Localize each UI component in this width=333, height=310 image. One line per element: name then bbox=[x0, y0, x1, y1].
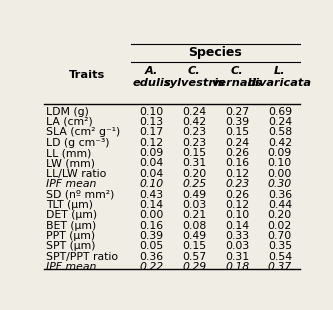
Text: 0.42: 0.42 bbox=[182, 117, 206, 127]
Text: 0.42: 0.42 bbox=[268, 138, 292, 148]
Text: SPT/PPT ratio: SPT/PPT ratio bbox=[46, 252, 119, 262]
Text: 0.17: 0.17 bbox=[140, 127, 164, 137]
Text: 0.23: 0.23 bbox=[225, 179, 249, 189]
Text: SPT (μm): SPT (μm) bbox=[46, 241, 96, 251]
Text: 0.69: 0.69 bbox=[268, 107, 292, 117]
Text: 0.39: 0.39 bbox=[140, 231, 164, 241]
Text: 0.49: 0.49 bbox=[182, 231, 206, 241]
Text: LD (g cm⁻³): LD (g cm⁻³) bbox=[46, 138, 110, 148]
Text: BET (μm): BET (μm) bbox=[46, 221, 97, 231]
Text: LDM (g): LDM (g) bbox=[46, 107, 89, 117]
Text: 0.54: 0.54 bbox=[268, 252, 292, 262]
Text: SLA (cm² g⁻¹): SLA (cm² g⁻¹) bbox=[46, 127, 121, 137]
Text: 0.35: 0.35 bbox=[268, 241, 292, 251]
Text: 0.36: 0.36 bbox=[140, 252, 164, 262]
Text: 0.26: 0.26 bbox=[225, 148, 249, 158]
Text: 0.05: 0.05 bbox=[140, 241, 164, 251]
Text: 0.04: 0.04 bbox=[140, 158, 164, 168]
Text: 0.25: 0.25 bbox=[182, 179, 206, 189]
Text: 0.31: 0.31 bbox=[182, 158, 206, 168]
Text: 0.20: 0.20 bbox=[268, 210, 292, 220]
Text: TLT (μm): TLT (μm) bbox=[46, 200, 93, 210]
Text: LW (mm): LW (mm) bbox=[46, 158, 95, 168]
Text: PPT (μm): PPT (μm) bbox=[46, 231, 95, 241]
Text: A.
edulis: A. edulis bbox=[133, 66, 171, 88]
Text: 0.08: 0.08 bbox=[182, 221, 206, 231]
Text: 0.58: 0.58 bbox=[268, 127, 292, 137]
Text: L.
divaricata: L. divaricata bbox=[248, 66, 312, 88]
Text: 0.27: 0.27 bbox=[225, 107, 249, 117]
Text: 0.24: 0.24 bbox=[225, 138, 249, 148]
Text: 0.30: 0.30 bbox=[268, 179, 292, 189]
Text: 0.18: 0.18 bbox=[225, 262, 249, 272]
Text: 0.26: 0.26 bbox=[225, 189, 249, 200]
Text: 0.03: 0.03 bbox=[182, 200, 206, 210]
Text: 0.21: 0.21 bbox=[182, 210, 206, 220]
Text: LL/LW ratio: LL/LW ratio bbox=[46, 169, 107, 179]
Text: 0.00: 0.00 bbox=[140, 210, 164, 220]
Text: 0.09: 0.09 bbox=[268, 148, 292, 158]
Text: 0.10: 0.10 bbox=[140, 179, 164, 189]
Text: 0.03: 0.03 bbox=[225, 241, 249, 251]
Text: 0.14: 0.14 bbox=[225, 221, 249, 231]
Text: 0.31: 0.31 bbox=[225, 252, 249, 262]
Text: 0.57: 0.57 bbox=[182, 252, 206, 262]
Text: 0.24: 0.24 bbox=[182, 107, 206, 117]
Text: 0.12: 0.12 bbox=[140, 138, 164, 148]
Text: 0.23: 0.23 bbox=[182, 127, 206, 137]
Text: LA (cm²): LA (cm²) bbox=[46, 117, 93, 127]
Text: 0.10: 0.10 bbox=[225, 210, 249, 220]
Text: 0.24: 0.24 bbox=[268, 117, 292, 127]
Text: LL (mm): LL (mm) bbox=[46, 148, 92, 158]
Text: 0.39: 0.39 bbox=[225, 117, 249, 127]
Text: 0.10: 0.10 bbox=[140, 107, 164, 117]
Text: 0.44: 0.44 bbox=[268, 200, 292, 210]
Text: 0.29: 0.29 bbox=[182, 262, 206, 272]
Text: 0.37: 0.37 bbox=[268, 262, 292, 272]
Text: 0.12: 0.12 bbox=[225, 200, 249, 210]
Text: 0.10: 0.10 bbox=[268, 158, 292, 168]
Text: 0.04: 0.04 bbox=[140, 169, 164, 179]
Text: IPF mean: IPF mean bbox=[46, 262, 97, 272]
Text: 0.22: 0.22 bbox=[140, 262, 164, 272]
Text: 0.13: 0.13 bbox=[140, 117, 164, 127]
Text: 0.23: 0.23 bbox=[182, 138, 206, 148]
Text: IPF mean: IPF mean bbox=[46, 179, 97, 189]
Text: 0.14: 0.14 bbox=[140, 200, 164, 210]
Text: 0.36: 0.36 bbox=[268, 189, 292, 200]
Text: 0.02: 0.02 bbox=[268, 221, 292, 231]
Text: 0.70: 0.70 bbox=[268, 231, 292, 241]
Text: Traits: Traits bbox=[69, 70, 106, 80]
Text: 0.00: 0.00 bbox=[268, 169, 292, 179]
Text: 0.09: 0.09 bbox=[140, 148, 164, 158]
Text: 0.20: 0.20 bbox=[182, 169, 206, 179]
Text: 0.12: 0.12 bbox=[225, 169, 249, 179]
Text: 0.16: 0.16 bbox=[140, 221, 164, 231]
Text: C.
vernalis: C. vernalis bbox=[211, 66, 263, 88]
Text: DET (μm): DET (μm) bbox=[46, 210, 97, 220]
Text: Species: Species bbox=[188, 46, 242, 59]
Text: 0.16: 0.16 bbox=[225, 158, 249, 168]
Text: 0.33: 0.33 bbox=[225, 231, 249, 241]
Text: 0.15: 0.15 bbox=[182, 148, 206, 158]
Text: SD (nº mm²): SD (nº mm²) bbox=[46, 189, 115, 200]
Text: 0.15: 0.15 bbox=[225, 127, 249, 137]
Text: 0.15: 0.15 bbox=[182, 241, 206, 251]
Text: 0.43: 0.43 bbox=[140, 189, 164, 200]
Text: C.
sylvestris: C. sylvestris bbox=[164, 66, 225, 88]
Text: 0.49: 0.49 bbox=[182, 189, 206, 200]
